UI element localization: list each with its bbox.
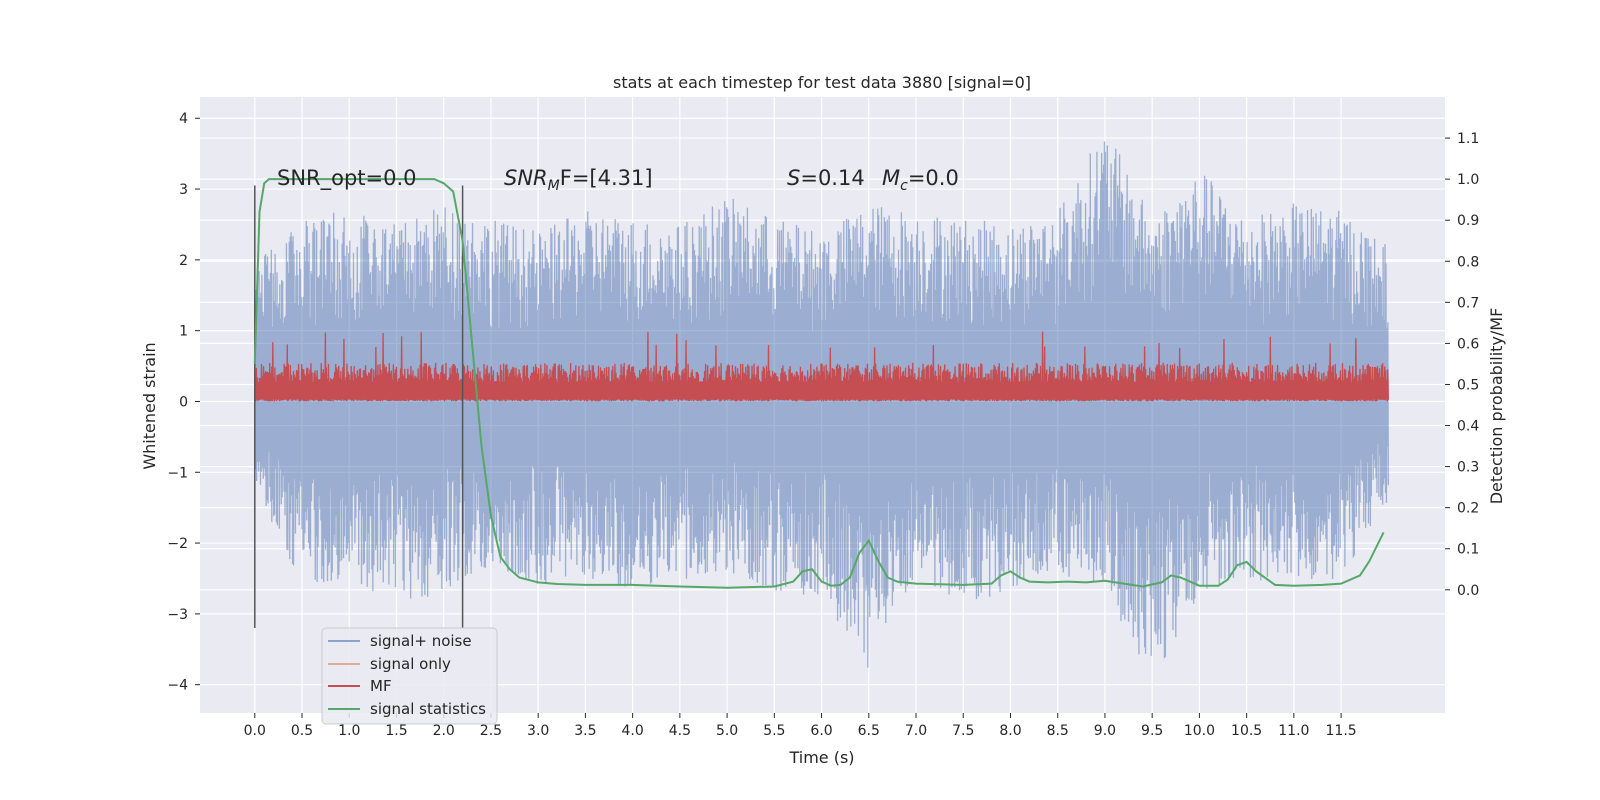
- x-tick-label: 11.5: [1326, 723, 1357, 739]
- signal-statistics-line: [253, 178, 1385, 589]
- y-axis-label: Whitened strain: [140, 342, 159, 469]
- x-tick-label: 3.5: [574, 723, 596, 739]
- x-tick-label: 7.5: [952, 723, 974, 739]
- y2-tick-label: 0.7: [1457, 295, 1479, 311]
- x-tick-label: 3.0: [527, 723, 549, 739]
- y2-tick-label: 0.0: [1457, 583, 1479, 599]
- y2-tick-label: 0.4: [1457, 419, 1479, 435]
- annotation-snr-opt: SNR_opt=0.0: [277, 166, 417, 191]
- vlines: [254, 185, 464, 629]
- signal-noise-line: [254, 141, 1389, 668]
- y-tick-label: 2: [179, 253, 188, 269]
- y2-tick-label: 0.1: [1457, 542, 1479, 558]
- x-tick-label: 9.0: [1094, 723, 1116, 739]
- y-tick-label: 1: [179, 324, 188, 340]
- y-tick-label: 4: [179, 111, 188, 127]
- x-tick-label: 1.5: [385, 723, 407, 739]
- annotation-mc: Mc=0.0: [882, 166, 959, 194]
- x-axis-ticks: 0.0 0.5 1.0 1.5 2.0 2.5 3.0 3.5 4.0 4.5 5.0 5.5 6.0 6…: [244, 713, 1357, 739]
- x-tick-label: 0.5: [291, 723, 313, 739]
- series-mf: [254, 331, 1389, 402]
- y2-axis-label: Detection probability/MF: [1487, 308, 1506, 505]
- y2-tick-label: 0.5: [1457, 377, 1479, 393]
- mf-line: [254, 331, 1389, 402]
- x-tick-label: 8.0: [999, 723, 1021, 739]
- chart-title: stats at each timestep for test data 388…: [613, 73, 1031, 92]
- x-tick-label: 9.5: [1141, 723, 1163, 739]
- x-tick-label: 5.5: [763, 723, 785, 739]
- legend-box: [321, 627, 498, 725]
- y-tick-label: 0: [179, 394, 188, 410]
- y2-tick-label: 0.2: [1457, 501, 1479, 517]
- legend-label-signal-noise: signal+ noise: [370, 632, 472, 650]
- legend-label-signal-statistics: signal statistics: [370, 700, 486, 718]
- x-tick-label: 0.0: [244, 723, 266, 739]
- x-tick-label: 8.5: [1047, 723, 1069, 739]
- legend-label-mf: MF: [370, 677, 392, 695]
- x-tick-label: 4.5: [669, 723, 691, 739]
- y-tick-label: −3: [167, 607, 188, 623]
- x-tick-label: 5.0: [716, 723, 738, 739]
- y2-tick-label: 0.3: [1457, 460, 1479, 476]
- x-tick-label: 10.0: [1184, 723, 1215, 739]
- annotation-s: S=0.14: [787, 166, 865, 190]
- x-tick-label: 6.5: [858, 723, 880, 739]
- y2-tick-label: 0.6: [1457, 336, 1479, 352]
- y2-tick-label: 0.9: [1457, 213, 1479, 229]
- y-axis-ticks: 4 3 2 1 0 −1 −2 −3 −4: [167, 111, 200, 694]
- annotation-snr-mf: SNRMF=[4.31]: [504, 166, 653, 194]
- series-signal-noise: [254, 141, 1389, 668]
- x-tick-label: 10.5: [1231, 723, 1262, 739]
- x-tick-label: 4.0: [621, 723, 643, 739]
- x-tick-label: 2.5: [480, 723, 502, 739]
- y-tick-label: 3: [179, 182, 188, 198]
- y-tick-label: −2: [167, 536, 188, 552]
- series-signal-statistics: [253, 178, 1385, 589]
- x-tick-label: 2.0: [433, 723, 455, 739]
- x-tick-label: 11.0: [1278, 723, 1309, 739]
- x-tick-label: 7.0: [905, 723, 927, 739]
- y2-axis-ticks: 1.1 1.0 0.9 0.8 0.7 0.6 0.5 0.4 0.3 0.2 0.1 0.0: [1445, 131, 1479, 599]
- y-tick-label: −1: [167, 465, 188, 481]
- x-axis-label: Time (s): [788, 748, 854, 767]
- y2-tick-label: 1.1: [1457, 131, 1479, 147]
- legend-label-signal-only: signal only: [370, 655, 451, 673]
- y2-tick-label: 0.8: [1457, 254, 1479, 270]
- y-tick-label: −4: [167, 678, 188, 694]
- x-tick-label: 1.0: [338, 723, 360, 739]
- x-tick-label: 6.0: [810, 723, 832, 739]
- y2-tick-label: 1.0: [1457, 172, 1479, 188]
- legend: signal+ noise signal only MF signal stat…: [321, 627, 498, 725]
